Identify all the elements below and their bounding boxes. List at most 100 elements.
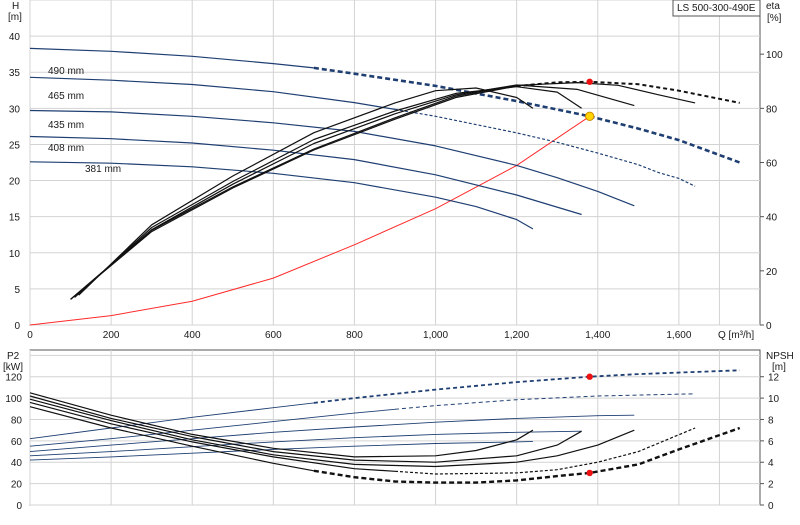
- head-tick-label: 20: [9, 177, 21, 188]
- npsh-curve-2-solid: [29, 398, 635, 468]
- power-tick-label: 80: [11, 415, 23, 426]
- head-curve-2-solid: [29, 109, 635, 207]
- efficiency-curve-2-solid: [70, 84, 635, 300]
- npsh-axis-title: NPSH: [766, 351, 794, 362]
- power-curve-2-solid: [29, 414, 635, 453]
- diameter-label: 490 mm: [48, 66, 84, 77]
- head-curve-4-solid: [29, 161, 534, 230]
- flow-tick-label: 0: [27, 330, 33, 341]
- efficiency-tick-label: 80: [766, 104, 778, 115]
- efficiency-axis-unit: [%]: [767, 13, 782, 24]
- model-label-box: [672, 0, 761, 17]
- efficiency-tick-label: 40: [766, 213, 778, 224]
- npsh-tick-label: 0: [768, 501, 774, 512]
- npsh-curve-3-solid: [29, 395, 582, 463]
- npsh-tick-label: 12: [768, 373, 780, 384]
- head-and-efficiency-curves: [29, 47, 741, 326]
- efficiency-curve-1-solid: [70, 82, 696, 300]
- npsh-curve-4-solid: [29, 392, 534, 458]
- power-curve-1-solid: [29, 408, 396, 447]
- npsh-tick-label: 4: [768, 458, 774, 469]
- flow-axis-ticks: 0 200 400 600 800 1,000 1,200 1,400 1,600: [27, 330, 692, 341]
- efficiency-tick-label: 0: [766, 321, 772, 332]
- flow-tick-label: 1,200: [504, 330, 529, 341]
- head-tick-label: 10: [9, 249, 21, 260]
- power-tick-label: 20: [11, 480, 23, 491]
- bottom-panel-grid: [29, 350, 760, 506]
- flow-tick-label: 1,000: [423, 330, 448, 341]
- efficiency-tick-label: 100: [766, 50, 783, 61]
- npsh-tick-label: 8: [768, 415, 774, 426]
- head-curve-3-solid: [29, 135, 582, 216]
- power-axis-unit: [kW]: [3, 362, 23, 373]
- efficiency-curve-4-solid: [78, 87, 534, 296]
- head-curve-0-solid: [29, 47, 314, 69]
- npsh-curve-0-solid: [29, 406, 315, 472]
- power-curve-3-solid: [29, 430, 582, 457]
- efficiency-point-marker: [586, 78, 593, 85]
- head-tick-label: 40: [9, 32, 21, 43]
- diameter-label: 408 mm: [48, 143, 84, 154]
- model-label: LS 500-300-490E: [677, 3, 756, 14]
- power-tick-label: 100: [5, 394, 22, 405]
- power-tick-label: 120: [5, 373, 22, 384]
- power-curve-0-solid: [29, 402, 314, 440]
- head-tick-label: 0: [14, 321, 20, 332]
- head-tick-label: 30: [9, 104, 21, 115]
- system-curve: [29, 115, 590, 326]
- flow-tick-label: 800: [346, 330, 363, 341]
- head-curve-0-dashed: [313, 66, 741, 164]
- power-point-marker: [586, 373, 593, 380]
- efficiency-axis-ticks: 0 20 40 60 80 100: [760, 50, 783, 332]
- head-tick-label: 25: [9, 140, 21, 151]
- head-axis-ticks: 0 5 10 15 20 25 30 35 40: [9, 32, 21, 332]
- flow-tick-label: 1,400: [585, 330, 610, 341]
- head-axis-title: H: [12, 1, 19, 12]
- power-tick-label: 40: [11, 458, 23, 469]
- head-curve-1-dashed: [394, 108, 696, 187]
- flow-tick-label: 600: [265, 330, 282, 341]
- power-curve-4-solid: [29, 440, 533, 461]
- flow-tick-label: 1,600: [666, 330, 691, 341]
- head-efficiency-panel: 0 5 10 15 20 25 30 35 40 0 20 40 60 80 100 0 200 400 600…: [8, 0, 783, 341]
- flow-tick-label: 400: [184, 330, 201, 341]
- npsh-tick-label: 10: [768, 394, 780, 405]
- head-axis-unit: [m]: [8, 12, 22, 23]
- efficiency-curve-3-solid: [74, 86, 582, 298]
- top-panel-frame: [29, 0, 761, 326]
- npsh-curve-0-dashed: [313, 426, 741, 484]
- power-npsh-panel: 0 20 40 60 80 100 120 0 2 4 6 8 10 12 P2 [kW] NPSH […: [3, 349, 794, 512]
- head-tick-label: 15: [9, 213, 21, 224]
- power-axis-ticks: 0 20 40 60 80 100 120: [5, 373, 22, 512]
- duty-point-markers: [584, 78, 595, 121]
- npsh-tick-label: 6: [768, 437, 774, 448]
- efficiency-curve-0-dashed: [516, 80, 740, 104]
- duty-point-marker: [584, 111, 595, 121]
- diameter-label: 435 mm: [48, 120, 84, 131]
- efficiency-tick-label: 20: [766, 267, 778, 278]
- head-tick-label: 5: [14, 285, 20, 296]
- power-axis-title: P2: [7, 351, 20, 362]
- efficiency-tick-label: 60: [766, 159, 778, 170]
- top-panel-grid: [29, 0, 760, 326]
- npsh-tick-label: 2: [768, 480, 774, 491]
- power-curve-0-dashed: [313, 369, 740, 404]
- power-and-npsh-curves: [29, 369, 741, 484]
- power-tick-label: 60: [11, 437, 23, 448]
- head-curve-1-solid: [29, 76, 396, 110]
- power-curve-1-dashed: [394, 393, 696, 410]
- power-tick-label: 0: [16, 501, 22, 512]
- npsh-axis-ticks: 0 2 4 6 8 10 12: [760, 373, 780, 512]
- npsh-point-marker: [586, 469, 593, 477]
- diameter-label: 465 mm: [48, 91, 84, 102]
- efficiency-curve-0-solid: [70, 85, 517, 300]
- npsh-curve-1-solid: [29, 401, 396, 472]
- npsh-axis-unit: [m]: [772, 362, 786, 373]
- efficiency-axis-title: eta: [766, 1, 780, 12]
- diameter-label: 381 mm: [85, 164, 121, 175]
- npsh-curve-1-dashed: [394, 427, 696, 475]
- power-npsh-markers: [586, 373, 593, 477]
